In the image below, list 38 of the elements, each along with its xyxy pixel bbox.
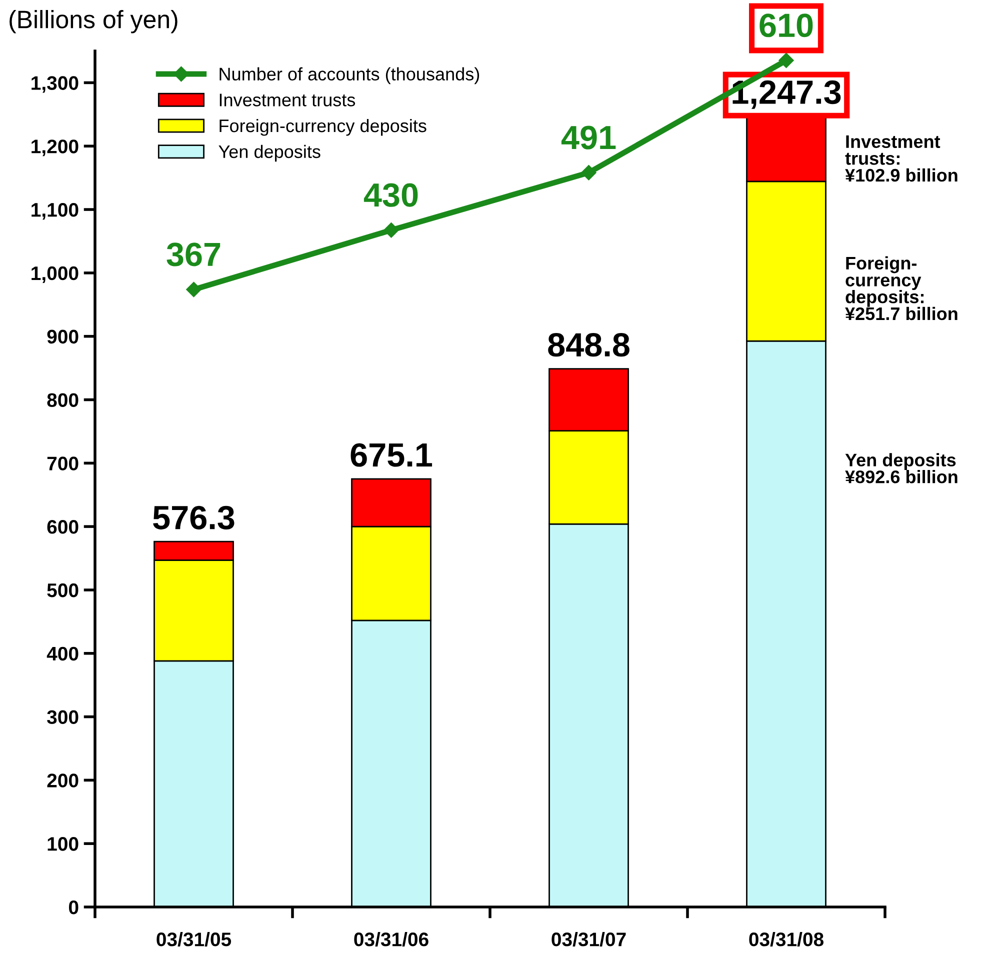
- y-tick-label: 1,200: [32, 140, 78, 156]
- y-tick-label: 600: [47, 520, 78, 534]
- total-label: 848.8: [548, 333, 630, 357]
- y-tick-label: 500: [47, 583, 78, 598]
- total-label: 675.1: [350, 443, 432, 467]
- y-tick-label: 800: [47, 393, 78, 407]
- legend-label: Investment trusts: [220, 94, 356, 106]
- data-label: 491: [561, 126, 616, 150]
- y-tick-label: 0: [68, 900, 78, 914]
- y-tick-label: 900: [47, 330, 78, 344]
- total-label: 576.3: [153, 506, 234, 530]
- x-tick-label: 03/31/07: [552, 932, 626, 946]
- total-label: 1,247.3: [732, 80, 841, 109]
- y-tick-label: 1,100: [32, 202, 78, 220]
- y-tick-label: 200: [47, 774, 78, 788]
- data-label: 610: [760, 14, 813, 38]
- point: [778, 52, 794, 68]
- y-tick-label: 300: [47, 710, 78, 724]
- y-tick-label: 100: [48, 837, 78, 851]
- point: [581, 165, 596, 180]
- annotation: Foreign- currency deposits: ¥251.7 billion: [845, 256, 958, 320]
- y-axis-title: (Billions of yen): [10, 10, 178, 34]
- y-tick-label: 1,000: [32, 266, 78, 283]
- legend-label: Yen deposits: [218, 144, 320, 162]
- point: [186, 282, 202, 298]
- annotation: Investment trusts: ¥102.9 billion: [845, 135, 958, 182]
- annotation: Yen deposits ¥892.6 billion: [845, 453, 958, 484]
- data-label: 430: [364, 183, 418, 207]
- data-label: 367: [166, 242, 220, 266]
- x-tick-label: 03/31/06: [354, 932, 428, 946]
- y-tick-label: 700: [47, 456, 78, 470]
- point: [384, 222, 399, 238]
- y-tick-label: 1,300: [32, 76, 78, 93]
- y-tick-label: 400: [46, 646, 78, 661]
- legend-label: Number of accounts (thousands): [220, 67, 480, 84]
- legend-label: Foreign-currency deposits: [220, 118, 426, 136]
- x-tick-label: 03/31/05: [156, 932, 232, 946]
- x-tick-label: 03/31/08: [749, 932, 824, 946]
